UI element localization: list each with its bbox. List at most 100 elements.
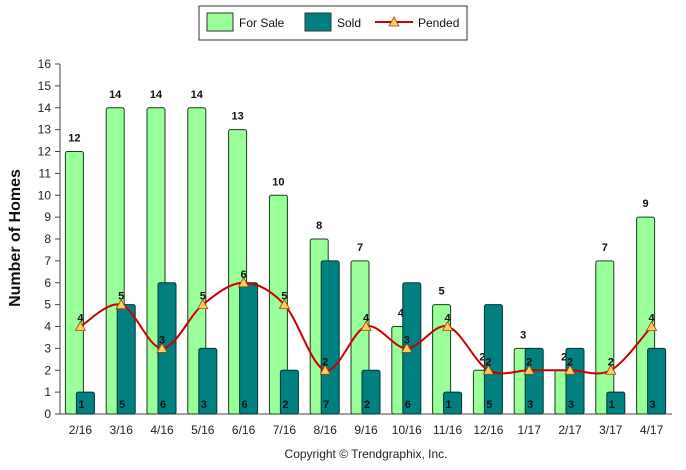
bar-sold [565,347,585,415]
bar-sold [443,391,463,415]
label-for-sale: 3 [520,329,526,341]
bar-sold [606,391,626,415]
label-pended: 4 [445,313,452,325]
y-tick-label: 10 [38,188,52,202]
label-sold: 1 [78,399,84,411]
marker-pended [564,364,576,375]
marker-pended [115,298,127,310]
bar-sold [198,347,218,415]
legend: For Sale Sold Pended [198,5,468,41]
label-sold: 1 [609,399,615,411]
label-sold: 2 [364,399,370,411]
x-tick-label: 8/16 [314,423,338,437]
label-for-sale: 14 [150,89,163,101]
bar-for-sale [187,107,207,415]
label-pended: 4 [363,313,370,325]
x-tick-label: 11/16 [433,423,462,437]
bar-for-sale [432,304,452,415]
x-tick-label: 4/16 [150,423,174,437]
y-tick-label: 5 [44,298,51,312]
label-pended: 3 [159,334,165,346]
label-for-sale: 9 [643,198,649,210]
label-pended: 5 [281,291,287,303]
y-tick-label: 13 [38,123,52,137]
label-pended: 2 [608,356,614,368]
marker-pended [482,364,495,375]
bar-for-sale [595,260,615,415]
label-for-sale: 7 [602,242,608,254]
legend-swatch-for-sale [206,12,234,32]
label-for-sale: 8 [316,220,322,232]
x-tick-label: 3/16 [110,423,134,437]
legend-swatch-sold [304,12,332,32]
label-pended: 3 [404,334,410,346]
label-pended: 2 [567,356,573,368]
bar-sold [647,347,667,415]
bar-sold [483,304,503,415]
y-tick-label: 1 [44,385,51,399]
legend-box [198,5,468,41]
bar-sold [239,282,259,415]
marker-pended [441,320,454,331]
label-for-sale: 7 [357,242,363,254]
bar-sold [361,369,381,415]
y-tick-label: 8 [44,232,51,246]
marker-pended [156,342,168,353]
x-tick-label: 6/16 [232,423,256,437]
bar-for-sale [64,151,84,415]
marker-pended [645,320,658,331]
label-for-sale: 2 [479,351,485,363]
label-for-sale: 5 [439,286,445,298]
bar-sold [524,347,544,415]
legend-marker-pended [388,16,400,27]
label-sold: 5 [119,399,125,411]
label-sold: 1 [446,399,452,411]
label-sold: 6 [160,399,166,411]
marker-pended [237,276,250,288]
label-for-sale: 13 [231,111,243,123]
label-sold: 5 [486,399,492,411]
bar-sold [75,391,95,415]
x-tick-label: 2/17 [558,423,582,437]
y-tick-label: 3 [44,341,51,355]
x-tick-label: 4/17 [640,423,664,437]
label-for-sale: 4 [398,308,405,320]
y-tick-label: 9 [44,210,51,224]
label-sold: 2 [282,399,288,411]
bar-sold [320,260,340,415]
label-for-sale: 14 [109,89,122,101]
x-tick-label: 7/16 [273,423,297,437]
bar-sold [116,304,136,415]
label-for-sale: 14 [191,89,204,101]
legend-label-sold: Sold [337,16,361,30]
y-axis-title: Number of Homes [7,169,24,307]
label-sold: 3 [568,399,574,411]
marker-pended [74,320,87,331]
bar-sold [279,369,299,415]
marker-pended [278,298,291,310]
y-tick-label: 0 [44,407,51,421]
marker-pended [401,342,413,353]
label-sold: 3 [527,399,533,411]
x-tick-label: 2/16 [69,423,93,437]
y-tick-label: 12 [38,145,52,159]
y-tick-label: 7 [44,254,51,268]
y-tick-label: 16 [38,57,52,71]
marker-pended [605,364,617,375]
label-sold: 6 [242,399,248,411]
x-tick-label: 5/16 [191,423,215,437]
label-for-sale: 2 [561,351,567,363]
label-pended: 2 [485,356,491,368]
marker-pended [197,298,209,310]
marker-pended [360,320,372,331]
label-pended: 5 [118,291,124,303]
label-sold: 3 [201,399,207,411]
y-tick-label: 14 [38,101,52,115]
y-tick-label: 2 [44,363,51,377]
marker-pended [319,364,331,375]
label-pended: 6 [241,269,247,281]
legend-label-for-sale: For Sale [239,16,285,30]
x-tick-label: 3/17 [599,423,623,437]
label-pended: 4 [649,313,656,325]
